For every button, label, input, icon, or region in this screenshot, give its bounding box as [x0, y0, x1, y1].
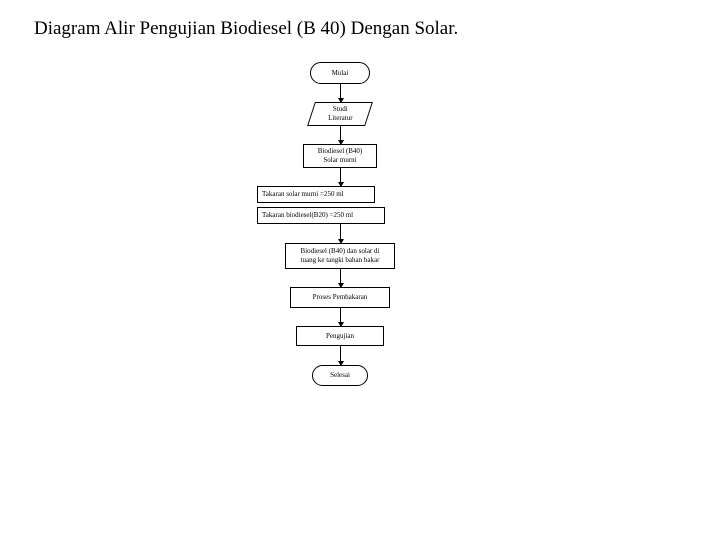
- node-proses-label: Proses Pembakaran: [313, 293, 368, 302]
- node-tuang: Biodiesel (B40) dan solar dituang ke tan…: [285, 243, 395, 269]
- edge-mulai-studi: [340, 84, 341, 102]
- edge-studi-bahan: [340, 126, 341, 144]
- edge-takar-tuang: [340, 224, 341, 243]
- node-studi: StudiLiteratur: [307, 102, 373, 126]
- node-selesai: Selesai: [312, 365, 368, 386]
- edge-pengujian-selesai: [340, 346, 341, 365]
- node-bahan-label: Biodiesel (B40)Solar murni: [318, 147, 363, 165]
- node-mulai: Mulai: [310, 62, 370, 84]
- node-proses: Proses Pembakaran: [290, 287, 390, 308]
- node-takar-solar: Takaran solar murni =250 ml: [257, 186, 375, 203]
- node-selesai-label: Selesai: [330, 371, 350, 380]
- node-takar-solar-label: Takaran solar murni =250 ml: [262, 190, 344, 199]
- node-mulai-label: Mulai: [332, 69, 349, 78]
- node-takar-biodiesel-label: Takaran biodiesel(B20) =250 ml: [262, 211, 353, 220]
- node-studi-label: StudiLiteratur: [328, 105, 353, 123]
- page-title: Diagram Alir Pengujian Biodiesel (B 40) …: [34, 18, 458, 40]
- node-pengujian: Pengujian: [296, 326, 384, 346]
- edge-tuang-proses: [340, 269, 341, 287]
- node-bahan: Biodiesel (B40)Solar murni: [303, 144, 377, 168]
- edge-bahan-takar: [340, 168, 341, 186]
- node-pengujian-label: Pengujian: [326, 332, 354, 341]
- node-tuang-label: Biodiesel (B40) dan solar dituang ke tan…: [301, 247, 380, 265]
- node-takar-biodiesel: Takaran biodiesel(B20) =250 ml: [257, 207, 385, 224]
- edge-proses-pengujian: [340, 308, 341, 326]
